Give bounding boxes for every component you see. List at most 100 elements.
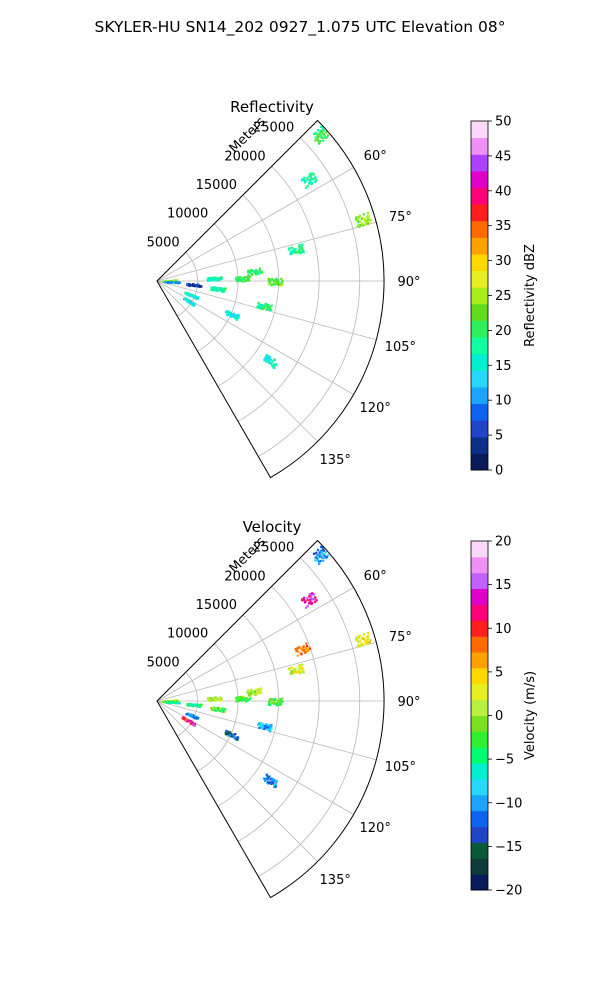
reflectivity-echo-cell — [306, 177, 309, 180]
reflectivity-echo-cell — [355, 219, 358, 222]
reflectivity-echo-cell — [220, 277, 223, 280]
velocity-echo-cell — [321, 545, 324, 548]
velocity-colorbar-segment — [471, 826, 488, 843]
reflectivity-echo-cell — [223, 290, 226, 293]
reflectivity-azimuth-tick-label: 90° — [397, 275, 420, 290]
reflectivity-echo-cell — [162, 280, 165, 283]
velocity-echo-cell — [302, 670, 305, 673]
velocity-echo-cell — [364, 643, 367, 646]
reflectivity-echo-cell — [196, 283, 199, 286]
velocity-echo-cell — [300, 670, 303, 673]
reflectivity-echo-cell — [366, 222, 369, 225]
velocity-radial-tick-label: 20000 — [224, 569, 265, 584]
velocity-echo-cell — [212, 707, 215, 710]
velocity-echo-cell — [237, 698, 240, 701]
velocity-echo-cell — [274, 785, 277, 788]
reflectivity-range-ring — [258, 137, 361, 457]
velocity-colorbar-tick-label: 20 — [495, 535, 512, 550]
reflectivity-echo — [164, 281, 181, 285]
velocity-echo-cell — [237, 700, 240, 703]
reflectivity-echo-cell — [281, 283, 284, 286]
velocity-echo-cell — [303, 649, 306, 652]
reflectivity-echo-cell — [190, 302, 193, 306]
velocity-echo-cell — [265, 774, 268, 777]
reflectivity-colorbar-segment — [471, 436, 488, 454]
velocity-echo-cell — [266, 778, 269, 781]
reflectivity-echo-cell — [207, 279, 210, 282]
reflectivity-echo-cell — [272, 366, 275, 369]
reflectivity-echo-cell — [260, 271, 264, 274]
velocity-colorbar-segment — [471, 842, 488, 859]
velocity-echo-cell — [287, 668, 291, 671]
velocity-colorbar-segment — [471, 778, 488, 796]
velocity-echo-cell — [314, 559, 317, 562]
velocity-azimuth-tick-label: 120° — [360, 821, 391, 836]
reflectivity-echo-cell — [248, 279, 251, 282]
reflectivity-echo — [183, 297, 196, 307]
velocity-echo-cell — [214, 707, 217, 710]
reflectivity-echo-cell — [293, 251, 296, 254]
velocity-echo-cell — [262, 724, 265, 727]
reflectivity-echo — [224, 310, 240, 321]
velocity-azimuth-spoke — [156, 641, 377, 702]
reflectivity-echo-cell — [263, 358, 266, 361]
velocity-echo-cell — [325, 555, 329, 558]
velocity-echo-cell — [277, 703, 281, 706]
velocity-colorbar-segment — [471, 556, 488, 574]
reflectivity-colorbar-segment — [471, 303, 488, 321]
reflectivity-colorbar-segment — [471, 370, 488, 388]
reflectivity-echo-cell — [322, 132, 325, 135]
velocity-range-ring — [197, 643, 239, 772]
reflectivity-echo-cell — [269, 358, 272, 361]
velocity-echo-cell — [259, 724, 262, 727]
velocity-echo-cell — [267, 781, 270, 784]
velocity-echo-cell — [302, 598, 305, 601]
velocity-echo-cell — [257, 724, 260, 727]
velocity-colorbar-segment — [471, 699, 488, 716]
reflectivity-echo-cell — [319, 139, 322, 143]
reflectivity-radial-tick-label: 10000 — [167, 207, 208, 222]
reflectivity-echo-cell — [268, 307, 272, 310]
velocity-echo-cell — [310, 602, 313, 606]
reflectivity-echo-cell — [229, 314, 232, 317]
reflectivity-colorbar-label: Reflectivity dBZ — [523, 244, 538, 347]
velocity-echo-cell — [218, 708, 221, 711]
velocity-echo-cell — [219, 696, 222, 699]
reflectivity-echo-cell — [266, 356, 269, 359]
velocity-echo-cell — [358, 634, 361, 637]
reflectivity-echo-cell — [225, 310, 229, 313]
reflectivity-echo-cell — [311, 178, 314, 181]
velocity-colorbar-tick-label: −10 — [495, 796, 522, 811]
reflectivity-echo-cell — [291, 246, 294, 249]
velocity-echo-cell — [253, 693, 256, 696]
reflectivity-azimuth-spoke — [156, 167, 354, 282]
velocity-echo-cell — [253, 690, 257, 693]
reflectivity-echo — [247, 267, 264, 277]
velocity-echo-cell — [232, 733, 235, 737]
reflectivity-echo-cell — [321, 136, 324, 139]
reflectivity-echo-cell — [257, 301, 260, 305]
reflectivity-echo-cell — [308, 182, 311, 185]
velocity-echo-cell — [268, 730, 272, 733]
velocity-echo-cell — [193, 722, 197, 726]
velocity-echo-cell — [267, 776, 270, 779]
velocity-azimuth-tick-label: 105° — [385, 760, 416, 775]
velocity-echo-cell — [184, 717, 187, 720]
reflectivity-colorbar-segment — [471, 137, 488, 155]
velocity-echo-cell — [185, 713, 188, 716]
velocity-echo-cell — [304, 606, 308, 609]
velocity-echo-cell — [189, 722, 192, 725]
reflectivity-echo-cell — [360, 217, 363, 221]
reflectivity-echo-cell — [315, 179, 318, 182]
reflectivity-echo-cell — [191, 293, 194, 296]
reflectivity-echo-cell — [314, 139, 317, 142]
velocity-azimuth-spoke — [156, 587, 354, 702]
velocity-colorbar-segment — [471, 604, 488, 621]
velocity-echo-cell — [164, 701, 167, 704]
reflectivity-echo-cell — [257, 270, 260, 273]
reflectivity-echo-cell — [237, 279, 240, 282]
reflectivity-echo-cell — [357, 224, 360, 227]
velocity-echo-cell — [222, 709, 225, 712]
velocity-echo-cell — [264, 725, 267, 728]
velocity-echo-cell — [272, 782, 275, 785]
